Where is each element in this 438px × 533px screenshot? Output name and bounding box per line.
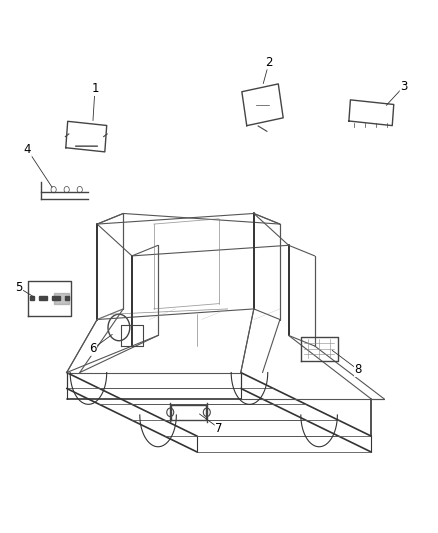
Text: 1: 1 <box>91 83 99 95</box>
Circle shape <box>64 187 69 193</box>
Text: 7: 7 <box>215 422 223 435</box>
Text: 4: 4 <box>24 143 31 156</box>
Text: 2: 2 <box>265 56 273 69</box>
Text: 8: 8 <box>355 364 362 376</box>
Text: 5: 5 <box>15 281 22 294</box>
Text: 3: 3 <box>400 80 408 93</box>
Text: 6: 6 <box>89 342 96 355</box>
Circle shape <box>77 187 82 193</box>
Circle shape <box>51 187 56 193</box>
